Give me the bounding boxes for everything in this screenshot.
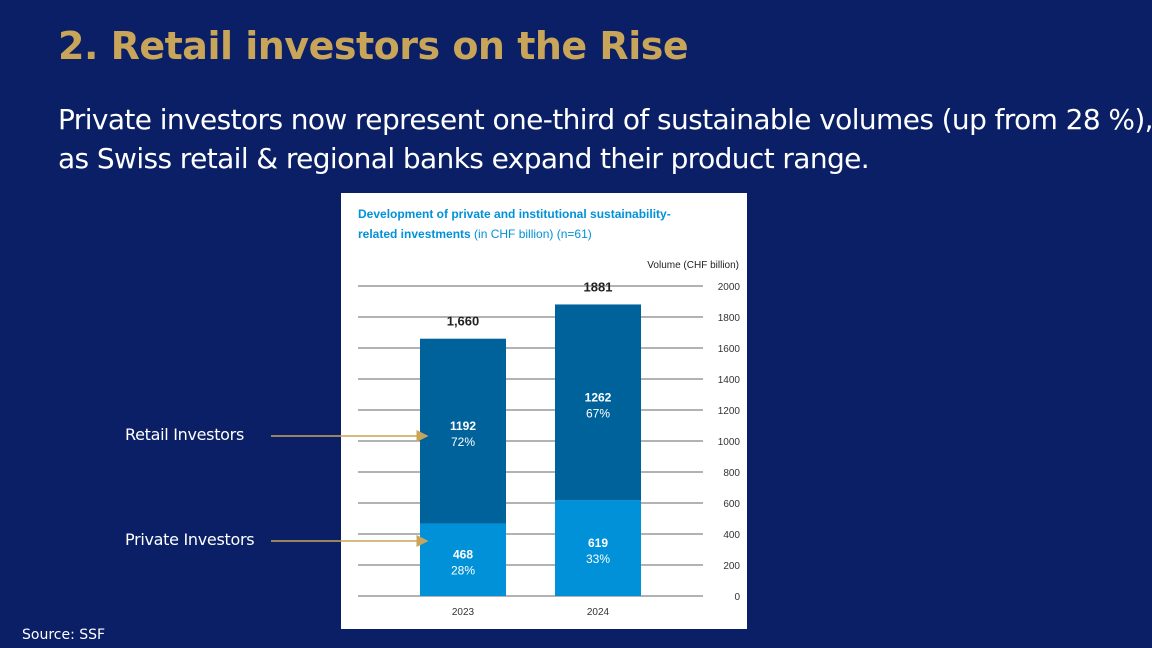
total-label-2023: 1,660 [447,314,480,329]
data-label-pct-2023-0: 28% [451,564,475,578]
data-label-value-2023-1: 1192 [450,419,476,433]
total-label-2024: 1881 [584,279,613,294]
chart-title-bold: related investments [358,227,471,241]
y-tick-label-2000: 2000 [718,282,741,293]
y-axis-label: Volume (CHF billion) [647,260,739,271]
data-label-pct-2024-0: 33% [586,552,610,566]
chart-title-line-1: Development of private and institutional… [358,207,671,221]
chart-title-line-2: related investments (in CHF billion) (n=… [358,227,592,241]
y-tick-label-1800: 1800 [718,313,741,324]
data-label-value-2024-1: 1262 [585,390,612,404]
y-tick-label-1000: 1000 [718,437,741,448]
data-label-value-2024-0: 619 [588,536,608,550]
y-tick-label-800: 800 [723,468,740,479]
x-tick-label-2024: 2024 [587,607,610,618]
y-tick-label-400: 400 [723,530,740,541]
y-tick-label-1600: 1600 [718,344,741,355]
chart-title-rest: (in CHF billion) (n=61) [471,227,592,241]
y-tick-label-1200: 1200 [718,406,741,417]
data-label-pct-2023-1: 72% [451,435,475,449]
y-tick-label-200: 200 [723,561,740,572]
subtitle-line-2: as Swiss retail & regional banks expand … [58,142,870,175]
retail-investors-label: Retail Investors [125,425,244,444]
x-tick-label-2023: 2023 [452,607,475,618]
y-tick-label-0: 0 [734,592,740,603]
bar-2023-private-investors [420,523,506,596]
subtitle-line-1: Private investors now represent one-thir… [58,103,1152,136]
stacked-bar-chart: Development of private and institutional… [358,207,741,618]
y-tick-label-1400: 1400 [718,375,741,386]
slide-subtitle: Private investors now represent one-thir… [58,100,1152,178]
y-tick-label-600: 600 [723,499,740,510]
data-label-value-2023-0: 468 [453,548,473,562]
private-investors-label: Private Investors [125,530,255,549]
chart-card: Development of private and institutional… [341,193,747,629]
data-label-pct-2024-1: 67% [586,406,610,420]
bar-2024-retail-investors [555,304,641,501]
slide-title: 2. Retail investors on the Rise [58,24,689,68]
bar-2023-retail-investors [420,338,506,524]
source-note: Source: SSF [22,627,106,643]
bar-2024-private-investors [555,500,641,596]
